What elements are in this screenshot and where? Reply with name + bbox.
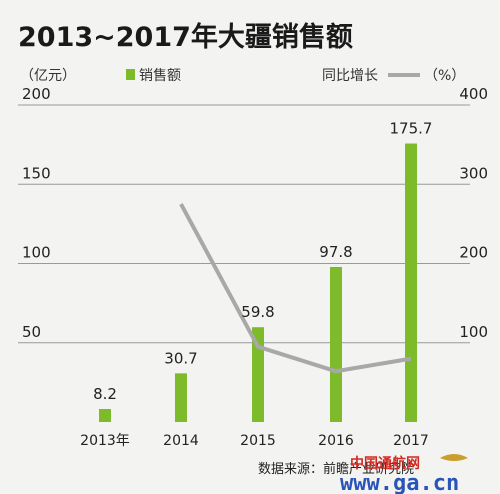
data-labels: 8.2 30.7 59.8 97.8 175.7 <box>93 120 432 403</box>
bar-value-label: 8.2 <box>93 385 117 403</box>
bar-value-label: 175.7 <box>390 120 433 138</box>
legend-line-label: 同比增长 <box>322 68 378 84</box>
x-tick-label: 2016 <box>318 433 354 449</box>
legend-bar-swatch <box>126 69 135 80</box>
gridlines <box>18 104 470 344</box>
growth-line-series <box>179 203 412 374</box>
sales-bar <box>330 266 342 422</box>
sales-bar <box>252 327 264 422</box>
bar-series <box>99 143 417 422</box>
x-tick-label: 2017 <box>393 433 429 449</box>
right-tick-label: 100 <box>459 323 488 341</box>
right-tick-label: 400 <box>459 85 488 103</box>
right-tick-label: 300 <box>459 164 488 182</box>
x-tick-label: 2015 <box>240 433 276 449</box>
sales-bar <box>405 143 417 422</box>
growth-line <box>179 203 412 374</box>
sales-bar <box>99 409 111 422</box>
bar-value-label: 59.8 <box>241 303 274 321</box>
left-axis-ticks: 50 100 150 200 <box>22 85 51 341</box>
chart-title: 2013~2017年大疆销售额 <box>18 21 353 53</box>
watermark-url: www.ga.cn <box>340 471 459 494</box>
right-axis-ticks: 100 200 300 400 <box>459 85 488 341</box>
watermark-text: 中国通航网 <box>350 455 420 472</box>
legend-bar-label: 销售额 <box>139 68 181 84</box>
right-tick-label: 200 <box>459 244 488 262</box>
right-axis-unit: （%） <box>424 68 465 84</box>
x-tick-label: 2013年 <box>80 433 130 449</box>
left-tick-label: 50 <box>22 323 41 341</box>
x-axis-ticks: 2013年 2014 2015 2016 2017 <box>80 433 429 449</box>
plane-logo-icon <box>440 454 468 461</box>
left-tick-label: 150 <box>22 164 51 182</box>
x-tick-label: 2014 <box>163 433 199 449</box>
left-axis-unit: （亿元） <box>20 68 76 84</box>
source-note: 数据来源：前瞻产业研究院 <box>258 461 414 477</box>
left-tick-label: 100 <box>22 244 51 262</box>
bar-value-label: 97.8 <box>319 243 352 261</box>
left-tick-label: 200 <box>22 85 51 103</box>
bar-value-label: 30.7 <box>164 349 197 367</box>
sales-bar <box>175 373 187 422</box>
